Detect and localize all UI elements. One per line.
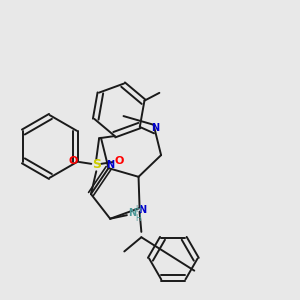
Text: N: N	[138, 205, 146, 215]
Text: H: H	[135, 214, 141, 223]
Text: N: N	[151, 123, 159, 133]
Text: O: O	[68, 156, 78, 166]
Text: S: S	[92, 158, 101, 171]
Text: H: H	[135, 205, 141, 214]
Text: N: N	[128, 208, 136, 218]
Text: O: O	[115, 156, 124, 166]
Text: N: N	[106, 160, 114, 170]
